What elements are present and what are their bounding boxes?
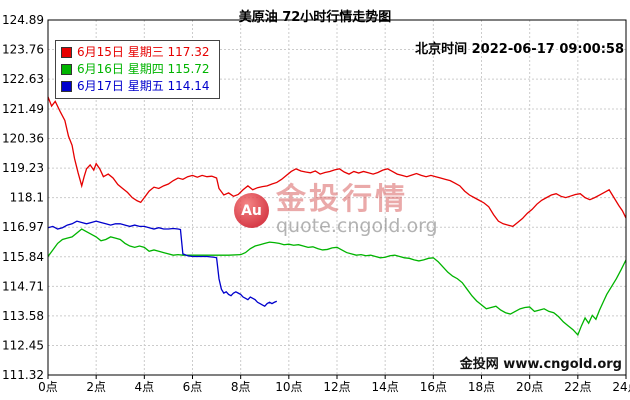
site-brand: 金投网 www.cngold.org — [459, 357, 622, 372]
watermark-brand: 金投行情 — [276, 182, 408, 217]
y-axis-label: 113.58 — [2, 309, 44, 323]
y-axis-label: 121.49 — [2, 102, 44, 116]
legend-item-jun16: 6月16日 星期四 115.72 — [61, 62, 210, 77]
watermark-text: 金投行情 quote.cngold.org — [276, 184, 438, 237]
y-axis-label: 119.23 — [2, 161, 44, 175]
x-axis-label: 10点 — [275, 380, 302, 394]
y-axis-label: 114.71 — [2, 279, 44, 293]
y-axis-label: 116.97 — [2, 220, 44, 234]
legend-label: 6月15日 星期三 117.32 — [77, 45, 210, 59]
legend-swatch — [61, 64, 72, 75]
y-axis-label: 115.84 — [2, 250, 44, 264]
x-axis-label: 6点 — [183, 380, 203, 394]
plot-border — [47, 19, 627, 376]
watermark: Au 金投行情 quote.cngold.org — [234, 184, 438, 237]
x-axis-label: 18点 — [468, 380, 495, 394]
legend-label: 6月17日 星期五 114.14 — [77, 79, 210, 93]
x-axis-label: 2点 — [86, 380, 106, 394]
y-axis-label: 111.32 — [2, 368, 44, 382]
y-axis-label: 112.45 — [2, 338, 44, 352]
x-axis-label: 20点 — [516, 380, 543, 394]
beijing-time-label: 北京时间 — [415, 42, 468, 57]
x-axis-label: 0点 — [38, 380, 58, 394]
x-axis-label: 4点 — [135, 380, 155, 394]
y-axis-label: 122.63 — [2, 72, 44, 86]
legend: 6月15日 星期三 117.32 6月16日 星期四 115.72 6月17日 … — [55, 40, 220, 99]
y-axis-label: 118.1 — [10, 191, 44, 205]
x-axis-label: 16点 — [420, 380, 447, 394]
y-axis-label: 123.76 — [2, 43, 44, 57]
legend-swatch — [61, 81, 72, 92]
series-line-jun16 — [47, 228, 627, 337]
au-logo-text: Au — [241, 202, 262, 219]
x-axis-label: 24点 — [612, 380, 630, 394]
y-axis-label: 120.36 — [2, 132, 44, 146]
chart-title: 美原油 72小时行情走势图 — [238, 10, 392, 25]
legend-item-jun15: 6月15日 星期三 117.32 — [61, 45, 210, 60]
legend-item-jun17: 6月17日 星期五 114.14 — [61, 79, 210, 94]
x-axis-label: 14点 — [372, 380, 399, 394]
beijing-time: 北京时间 2022-06-17 09:00:58 — [415, 38, 624, 57]
x-axis-label: 8点 — [231, 380, 251, 394]
series-line-jun15 — [47, 96, 627, 228]
watermark-url: quote.cngold.org — [276, 214, 438, 237]
beijing-timestamp: 2022-06-17 09:00:58 — [471, 42, 624, 57]
y-axis-label: 124.89 — [2, 13, 44, 27]
series-line-jun17 — [47, 220, 278, 308]
au-logo-icon: Au — [234, 193, 269, 229]
x-axis-label: 12点 — [323, 380, 350, 394]
x-axis-label: 22点 — [564, 380, 591, 394]
legend-label: 6月16日 星期四 115.72 — [77, 62, 210, 76]
legend-swatch — [61, 47, 72, 58]
